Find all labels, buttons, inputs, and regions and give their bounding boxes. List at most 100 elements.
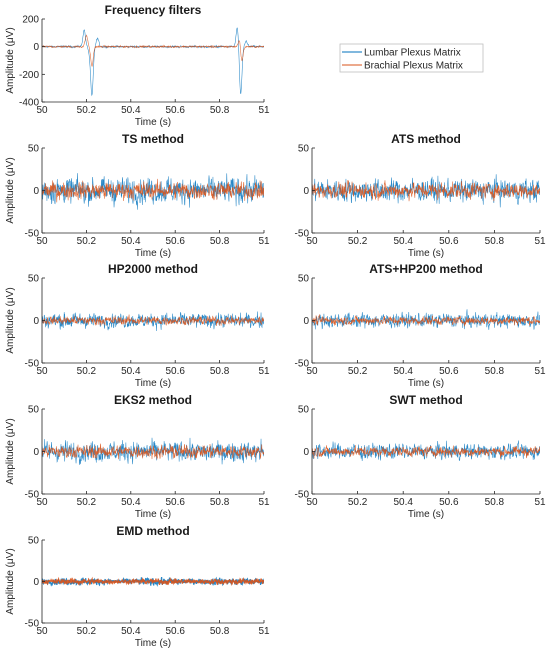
panel-title: Frequency filters [105, 3, 202, 17]
y-tick-label: 50 [298, 405, 310, 416]
series-line [42, 443, 264, 460]
series-line [42, 314, 264, 326]
y-tick-label: -50 [25, 619, 40, 630]
y-tick-label: 50 [298, 144, 310, 155]
y-tick-label: 50 [298, 274, 310, 285]
x-tick-label: 50 [306, 366, 318, 377]
series-line [42, 34, 264, 67]
y-tick-label: -50 [25, 229, 40, 240]
x-tick-label: 50.4 [121, 626, 141, 637]
x-axis-label: Time (s) [135, 248, 171, 259]
x-tick-label: 51 [258, 626, 270, 637]
x-tick-label: 50.2 [77, 626, 97, 637]
series-line [312, 440, 540, 461]
legend-label: Lumbar Plexus Matrix [364, 48, 461, 59]
y-tick-label: 0 [303, 316, 309, 327]
panel-title: HP2000 method [108, 262, 198, 276]
x-tick-label: 50.2 [77, 236, 97, 247]
y-tick-label: -50 [295, 229, 310, 240]
x-tick-label: 50.4 [393, 497, 413, 508]
x-tick-label: 50.6 [165, 236, 185, 247]
y-axis-label: Amplitude (μV) [5, 418, 16, 484]
y-tick-label: 0 [33, 447, 39, 458]
x-axis-label: Time (s) [135, 117, 171, 128]
x-tick-label: 50 [36, 105, 48, 116]
x-tick-label: 50.6 [165, 626, 185, 637]
x-tick-label: 50.4 [393, 236, 413, 247]
y-tick-label: 0 [33, 42, 39, 53]
panel-title: TS method [122, 132, 184, 146]
x-axis-label: Time (s) [135, 378, 171, 389]
x-tick-label: 51 [258, 236, 270, 247]
panel-3: HP2000 method 50 50.2 50.4 50.6 50.8 51 50 0 -50 T… [5, 262, 270, 389]
series-line [42, 178, 264, 203]
legend-label: Brachial Plexus Matrix [364, 61, 463, 72]
x-tick-label: 50.2 [348, 236, 368, 247]
panel-title: EMD method [116, 524, 189, 538]
x-tick-label: 50 [36, 366, 48, 377]
panel-4: ATS+HP200 method 50 50.2 50.4 50.6 50.8 51 50 0 -… [295, 262, 546, 389]
y-tick-label: -50 [25, 490, 40, 501]
x-tick-label: 50.8 [485, 497, 505, 508]
y-tick-label: -400 [19, 98, 39, 109]
x-tick-label: 51 [258, 105, 270, 116]
series-line [42, 576, 264, 587]
y-tick-label: 0 [33, 577, 39, 588]
panel-6: SWT method 50 50.2 50.4 50.6 50.8 51 50 0 -50 Time… [295, 393, 546, 520]
x-tick-label: 50.6 [165, 497, 185, 508]
legend: Lumbar Plexus Matrix Brachial Plexus Matr… [339, 43, 484, 73]
x-tick-label: 50.2 [77, 366, 97, 377]
x-axis-label: Time (s) [408, 378, 444, 389]
x-tick-label: 50.4 [121, 497, 141, 508]
x-tick-label: 50.8 [210, 366, 230, 377]
x-tick-label: 51 [534, 497, 546, 508]
x-tick-label: 50.8 [210, 105, 230, 116]
x-axis-label: Time (s) [408, 509, 444, 520]
y-tick-label: 0 [33, 316, 39, 327]
panel-title: ATS method [391, 132, 461, 146]
y-axis-label: Amplitude (μV) [5, 287, 16, 353]
x-tick-label: 51 [534, 366, 546, 377]
x-tick-label: 50.4 [121, 236, 141, 247]
y-tick-label: 50 [28, 274, 40, 285]
x-tick-label: 50 [36, 497, 48, 508]
y-tick-label: -50 [25, 359, 40, 370]
x-tick-label: 50.2 [348, 497, 368, 508]
x-tick-label: 50.4 [121, 366, 141, 377]
series-line [312, 314, 540, 327]
y-axis-label: Amplitude (μV) [5, 27, 16, 93]
panel-title: SWT method [389, 393, 462, 407]
y-tick-label: -200 [19, 70, 39, 81]
panel-0: Frequency filters 50 50.2 50.4 50.6 50.8 51 200… [5, 3, 270, 128]
y-tick-label: 200 [22, 15, 39, 26]
x-tick-label: 50.2 [348, 366, 368, 377]
x-axis-label: Time (s) [135, 509, 171, 520]
x-tick-label: 50.2 [77, 497, 97, 508]
series-line [312, 180, 540, 202]
series-line [312, 445, 540, 459]
x-tick-label: 50.4 [393, 366, 413, 377]
x-tick-label: 50 [36, 626, 48, 637]
y-axis-label: Amplitude (μV) [5, 548, 16, 614]
x-tick-label: 50 [306, 236, 318, 247]
x-tick-label: 50.4 [121, 105, 141, 116]
panel-title: ATS+HP200 method [369, 262, 482, 276]
x-tick-label: 50.8 [210, 497, 230, 508]
x-tick-label: 51 [258, 497, 270, 508]
y-tick-label: 0 [33, 186, 39, 197]
series-line [42, 173, 264, 210]
x-tick-label: 50.8 [210, 236, 230, 247]
x-tick-label: 50.6 [439, 497, 459, 508]
panel-7: EMD method 50 50.2 50.4 50.6 50.8 51 50 0 -50 Time… [5, 524, 270, 649]
y-tick-label: 50 [28, 144, 40, 155]
x-tick-label: 50.2 [77, 105, 97, 116]
x-tick-label: 50.8 [485, 366, 505, 377]
x-tick-label: 50 [36, 236, 48, 247]
panel-title: EKS2 method [114, 393, 192, 407]
x-tick-label: 50.8 [485, 236, 505, 247]
x-axis-label: Time (s) [408, 248, 444, 259]
x-tick-label: 50.6 [165, 366, 185, 377]
y-tick-label: 50 [28, 536, 40, 547]
panel-5: EKS2 method 50 50.2 50.4 50.6 50.8 51 50 0 -50 Tim… [5, 393, 270, 520]
